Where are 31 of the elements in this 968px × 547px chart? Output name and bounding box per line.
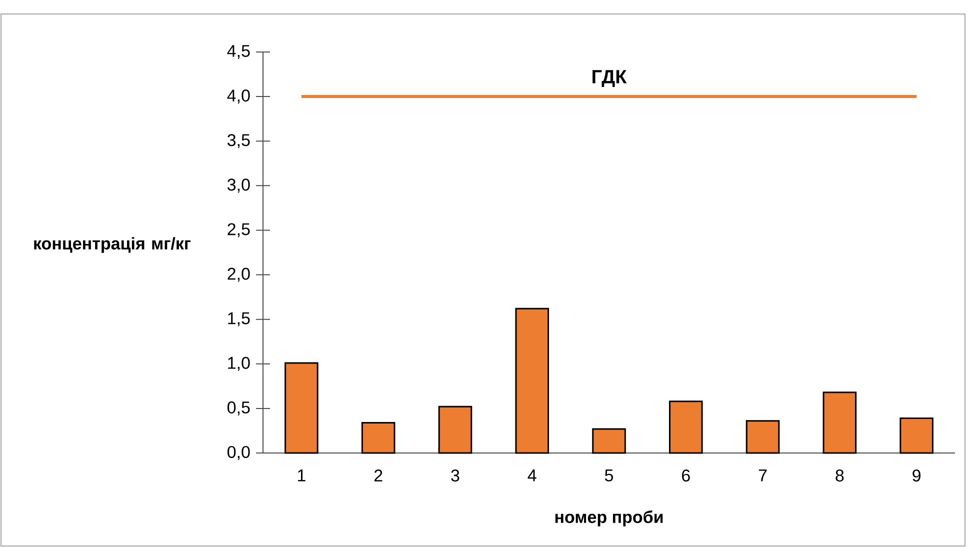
x-tick-label: 3 — [451, 470, 460, 482]
bar — [592, 428, 626, 454]
ref-line-label: ГДК — [592, 70, 627, 88]
bar — [746, 420, 780, 454]
y-tick-label: 4,5 — [227, 45, 250, 59]
x-tick-label: 6 — [682, 470, 690, 482]
bar — [822, 392, 857, 454]
y-tick-label: 4,0 — [227, 90, 250, 104]
x-tick-label: 4 — [528, 470, 536, 482]
x-axis-title: номер проби — [555, 510, 663, 526]
y-tick-label: 3,5 — [227, 134, 250, 148]
y-tick-label: 0,5 — [228, 401, 250, 416]
bar — [284, 362, 318, 454]
y-tick-label: 3,0 — [227, 178, 250, 193]
y-tick-label: 0,0 — [228, 446, 250, 460]
y-tick-label: 1,5 — [228, 312, 250, 326]
y-axis-title: концентрація мг/кг — [34, 237, 191, 253]
bar — [361, 422, 396, 454]
x-tick-label: 9 — [912, 470, 920, 482]
y-tick-label: 1,0 — [228, 356, 250, 371]
y-tick-label: 2,0 — [228, 268, 250, 282]
x-tick-label: 7 — [758, 470, 767, 482]
x-tick-label: 1 — [298, 470, 306, 482]
bar — [900, 417, 934, 454]
bar — [668, 400, 703, 454]
x-tick-label: 5 — [604, 470, 614, 482]
y-tick-label: 2,5 — [228, 223, 250, 238]
bar — [515, 308, 550, 454]
bar — [438, 406, 472, 454]
x-tick-label: 2 — [374, 470, 382, 482]
x-tick-label: 8 — [836, 470, 844, 482]
